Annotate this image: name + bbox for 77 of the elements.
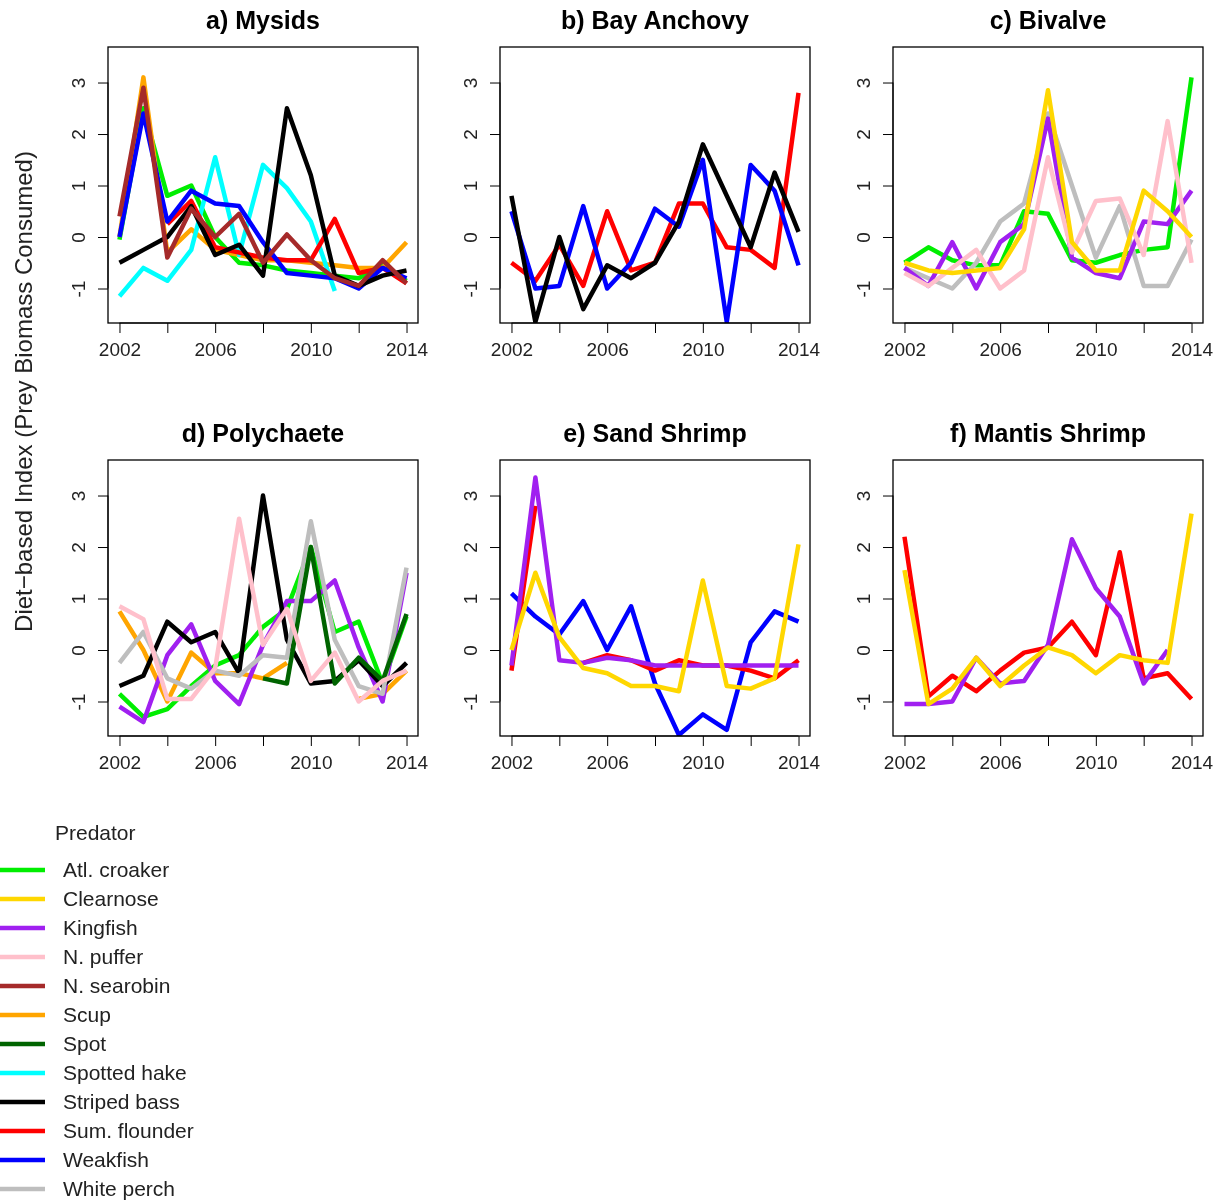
chart-title: e) Sand Shrimp <box>563 419 747 447</box>
text: Kingfish <box>63 916 138 940</box>
x-tick-label: 2002 <box>490 752 534 774</box>
x-tick-label: 2010 <box>290 339 333 361</box>
y-tick-label: 0 <box>459 232 481 243</box>
y-tick-label: 3 <box>459 77 481 89</box>
y-tick-label: 2 <box>67 542 89 553</box>
legend-label: Sum. flounder <box>63 1119 194 1143</box>
y-tick-label: 3 <box>852 490 874 502</box>
text: Spot <box>63 1032 107 1056</box>
chart-title: b) Bay Anchovy <box>560 6 750 34</box>
legend-title: Predator <box>55 821 136 844</box>
y-tick-label: -1 <box>852 280 874 298</box>
y-tick-label: 1 <box>67 180 89 192</box>
y-tick-label: 1 <box>67 593 89 605</box>
y-tick-label: 1 <box>852 180 874 192</box>
x-tick-label: 2010 <box>682 339 725 361</box>
x-tick-label: 2014 <box>777 752 821 774</box>
y-tick-label: 0 <box>459 645 481 656</box>
y-tick-label: 0 <box>852 232 874 243</box>
chart-title: c) Bivalve <box>989 6 1107 34</box>
y-tick-label: 3 <box>67 77 89 89</box>
x-tick-label: 2014 <box>385 339 429 361</box>
x-tick-label: 2006 <box>979 339 1022 361</box>
x-tick-label: 2006 <box>194 752 237 774</box>
x-tick-label: 2014 <box>777 339 821 361</box>
x-tick-label: 2006 <box>979 752 1022 774</box>
y-tick-label: 1 <box>459 180 481 192</box>
x-tick-label: 2014 <box>385 752 429 774</box>
legend-label: Striped bass <box>63 1090 180 1114</box>
line-series <box>509 475 801 668</box>
y-tick-label: -1 <box>459 280 481 298</box>
x-tick-label: 2006 <box>586 339 629 361</box>
x-tick-label: 2002 <box>883 752 927 774</box>
line-series <box>260 544 409 686</box>
x-tick-label: 2002 <box>490 339 534 361</box>
text: Clearnose <box>63 887 159 911</box>
x-tick-label: 2010 <box>1075 339 1118 361</box>
text: N. puffer <box>63 945 144 969</box>
x-tick-label: 2002 <box>98 339 142 361</box>
y-tick-label: 0 <box>67 645 89 656</box>
y-tick-label: 3 <box>67 490 89 502</box>
chart-title: d) Polychaete <box>181 419 345 447</box>
y-tick-label: 0 <box>852 645 874 656</box>
y-tick-label: 2 <box>852 129 874 140</box>
legend-label: Spotted hake <box>63 1061 187 1085</box>
y-tick-label: -1 <box>459 693 481 711</box>
x-tick-label: 2014 <box>1170 752 1214 774</box>
y-tick-label: 3 <box>459 490 481 502</box>
chart-title: a) Mysids <box>206 6 320 34</box>
y-tick-label: -1 <box>67 280 89 298</box>
y-tick-label: 1 <box>459 593 481 605</box>
text: White perch <box>63 1177 176 1201</box>
legend-label: Atl. croaker <box>63 858 170 882</box>
y-tick-label: 3 <box>852 77 874 89</box>
x-tick-label: 2002 <box>98 752 142 774</box>
y-tick-label: 2 <box>852 542 874 553</box>
y-axis-title: Diet−based Index (Prey Biomass Consumed) <box>10 151 37 632</box>
y-tick-label: 0 <box>67 232 89 243</box>
x-tick-label: 2006 <box>194 339 237 361</box>
y-tick-label: 2 <box>459 542 481 553</box>
y-tick-label: -1 <box>852 693 874 711</box>
x-tick-label: 2010 <box>1075 752 1118 774</box>
legend-label: Scup <box>63 1003 111 1027</box>
x-tick-label: 2010 <box>290 752 333 774</box>
x-tick-label: 2002 <box>883 339 927 361</box>
x-tick-label: 2010 <box>682 752 725 774</box>
legend-label: Weakfish <box>63 1148 149 1172</box>
line-series <box>509 542 801 694</box>
x-tick-label: 2014 <box>1170 339 1214 361</box>
legend-label: N. searobin <box>63 974 171 998</box>
x-tick-label: 2006 <box>586 752 629 774</box>
y-tick-label: 2 <box>67 129 89 140</box>
chart-title: f) Mantis Shrimp <box>950 419 1146 447</box>
y-tick-label: 1 <box>852 593 874 605</box>
y-tick-label: 2 <box>459 129 481 140</box>
y-tick-label: -1 <box>67 693 89 711</box>
